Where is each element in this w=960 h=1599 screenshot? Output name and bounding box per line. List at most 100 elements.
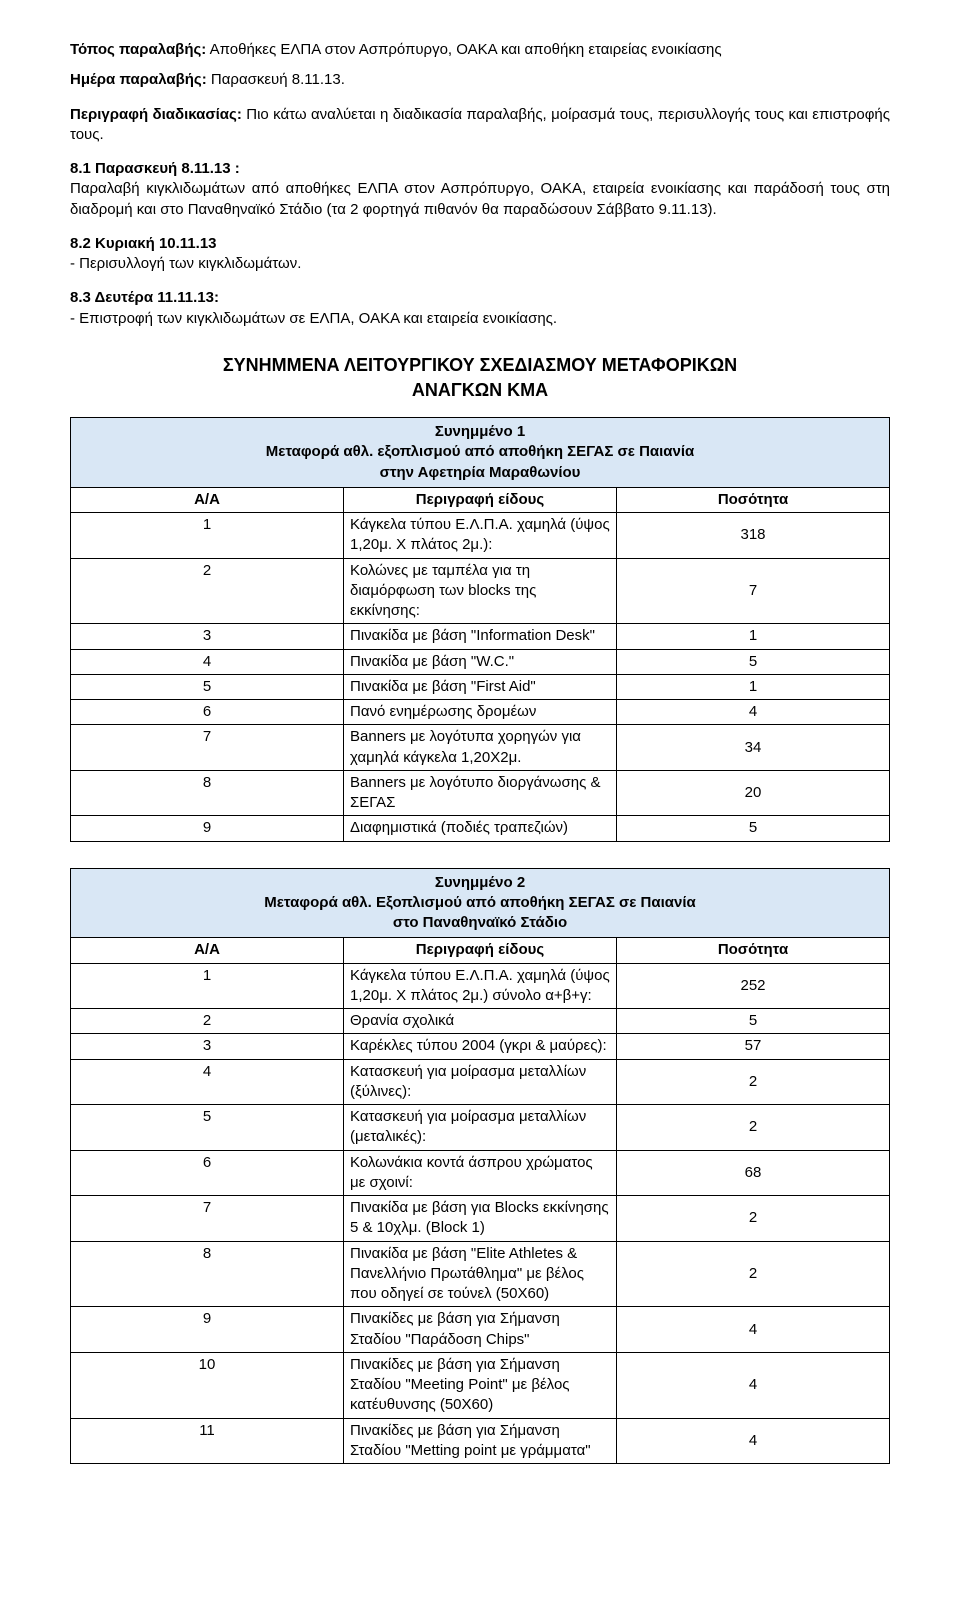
col-qty: Ποσότητα (617, 938, 890, 963)
section-title-line1: ΣΥΝΗΜΜΕΝΑ ΛΕΙΤΟΥΡΓΙΚΟΥ ΣΧΕΔΙΑΣΜΟΥ ΜΕΤΑΦΟ… (223, 355, 737, 375)
row-quantity: 20 (617, 770, 890, 816)
row-description: Κολωνάκια κοντά άσπρου χρώματος με σχοιν… (344, 1150, 617, 1196)
receipt-place-label: Τόπος παραλαβής: (70, 41, 206, 58)
s81-body: Παραλαβή κιγκλιδωμάτων από αποθήκες ΕΛΠΑ… (70, 179, 890, 220)
row-description: Θρανία σχολικά (344, 1009, 617, 1034)
row-number: 2 (71, 558, 344, 624)
s83-heading: 8.3 Δευτέρα 11.11.13: (70, 288, 890, 308)
section-title: ΣΥΝΗΜΜΕΝΑ ΛΕΙΤΟΥΡΓΙΚΟΥ ΣΧΕΔΙΑΣΜΟΥ ΜΕΤΑΦΟ… (70, 353, 890, 403)
table2-column-header: Α/Α Περιγραφή είδους Ποσότητα (71, 938, 890, 963)
row-description: Πινακίδα με βάση για Blocks εκκίνησης 5 … (344, 1196, 617, 1242)
table-row: 4Πινακίδα με βάση "W.C."5 (71, 649, 890, 674)
row-description: Κολώνες με ταμπέλα για τη διαμόρφωση των… (344, 558, 617, 624)
row-quantity: 34 (617, 725, 890, 771)
row-quantity: 5 (617, 1009, 890, 1034)
row-quantity: 4 (617, 1352, 890, 1418)
col-desc: Περιγραφή είδους (344, 938, 617, 963)
col-desc: Περιγραφή είδους (344, 487, 617, 512)
row-description: Πινακίδα με βάση "W.C." (344, 649, 617, 674)
table-row: 1Κάγκελα τύπου Ε.Λ.Π.Α. χαμηλά (ύψος 1,2… (71, 513, 890, 559)
table1-band-line1: Συνημμένο 1 (435, 423, 525, 440)
table-row: 7Πινακίδα με βάση για Blocks εκκίνησης 5… (71, 1196, 890, 1242)
row-number: 8 (71, 1241, 344, 1307)
s81-heading: 8.1 Παρασκευή 8.11.13 : (70, 159, 890, 179)
table-row: 8Πινακίδα με βάση "Elite Athletes & Πανε… (71, 1241, 890, 1307)
row-number: 6 (71, 1150, 344, 1196)
table-row: 6Κολωνάκια κοντά άσπρου χρώματος με σχοι… (71, 1150, 890, 1196)
row-quantity: 4 (617, 700, 890, 725)
row-quantity: 4 (617, 1307, 890, 1353)
receipt-place-para: Τόπος παραλαβής: Αποθήκες ΕΛΠΑ στον Ασπρ… (70, 40, 890, 60)
row-number: 7 (71, 725, 344, 771)
row-quantity: 2 (617, 1105, 890, 1151)
table2-band-line2: Μεταφορά αθλ. Εξοπλισμού από αποθήκη ΣΕΓ… (264, 894, 695, 911)
receipt-place-text: Αποθήκες ΕΛΠΑ στον Ασπρόπυργο, ΟΑΚΑ και … (206, 41, 721, 58)
procedure-label: Περιγραφή διαδικασίας: (70, 106, 242, 123)
row-number: 3 (71, 624, 344, 649)
row-quantity: 7 (617, 558, 890, 624)
row-number: 11 (71, 1418, 344, 1464)
row-quantity: 2 (617, 1196, 890, 1242)
row-description: Κάγκελα τύπου Ε.Λ.Π.Α. χαμηλά (ύψος 1,20… (344, 963, 617, 1009)
col-qty: Ποσότητα (617, 487, 890, 512)
col-aa: Α/Α (71, 487, 344, 512)
row-quantity: 2 (617, 1059, 890, 1105)
row-description: Πανό ενημέρωσης δρομέων (344, 700, 617, 725)
s82-body: - Περισυλλογή των κιγκλιδωμάτων. (70, 254, 890, 274)
row-number: 8 (71, 770, 344, 816)
s82-heading: 8.2 Κυριακή 10.11.13 (70, 234, 890, 254)
row-quantity: 1 (617, 624, 890, 649)
table-row: 4Κατασκευή για μοίρασμα μεταλλίων (ξύλιν… (71, 1059, 890, 1105)
row-quantity: 1 (617, 674, 890, 699)
row-quantity: 318 (617, 513, 890, 559)
table-row: 5Κατασκευή για μοίρασμα μεταλλίων (μεταλ… (71, 1105, 890, 1151)
row-number: 7 (71, 1196, 344, 1242)
table1-band: Συνημμένο 1 Μεταφορά αθλ. εξοπλισμού από… (71, 418, 890, 488)
row-description: Πινακίδες με βάση για Σήμανση Σταδίου "Π… (344, 1307, 617, 1353)
row-number: 1 (71, 513, 344, 559)
row-description: Κάγκελα τύπου Ε.Λ.Π.Α. χαμηλά (ύψος 1,20… (344, 513, 617, 559)
table2-band-line3: στο Παναθηναϊκό Στάδιο (393, 914, 567, 931)
table-row: 6Πανό ενημέρωσης δρομέων4 (71, 700, 890, 725)
row-number: 5 (71, 1105, 344, 1151)
attachment-table-1: Συνημμένο 1 Μεταφορά αθλ. εξοπλισμού από… (70, 417, 890, 842)
receipt-day-label: Ημέρα παραλαβής: (70, 71, 207, 88)
row-description: Πινακίδα με βάση "First Aid" (344, 674, 617, 699)
table-row: 9Διαφημιστικά (ποδιές τραπεζιών)5 (71, 816, 890, 841)
row-quantity: 57 (617, 1034, 890, 1059)
row-description: Κατασκευή για μοίρασμα μεταλλίων (ξύλινε… (344, 1059, 617, 1105)
row-number: 4 (71, 1059, 344, 1105)
procedure-para: Περιγραφή διαδικασίας: Πιο κάτω αναλύετα… (70, 105, 890, 146)
table-row: 2Κολώνες με ταμπέλα για τη διαμόρφωση τω… (71, 558, 890, 624)
table2-band-line1: Συνημμένο 2 (435, 874, 525, 891)
row-description: Κατασκευή για μοίρασμα μεταλλίων (μεταλι… (344, 1105, 617, 1151)
table-row: 11Πινακίδες με βάση για Σήμανση Σταδίου … (71, 1418, 890, 1464)
row-quantity: 4 (617, 1418, 890, 1464)
section-title-line2: ΑΝΑΓΚΩΝ ΚΜΑ (412, 380, 548, 400)
col-aa: Α/Α (71, 938, 344, 963)
row-quantity: 5 (617, 816, 890, 841)
row-number: 6 (71, 700, 344, 725)
document-page: Τόπος παραλαβής: Αποθήκες ΕΛΠΑ στον Ασπρ… (0, 0, 960, 1530)
row-description: Πινακίδα με βάση "Elite Athletes & Πανελ… (344, 1241, 617, 1307)
table-row: 2Θρανία σχολικά5 (71, 1009, 890, 1034)
row-quantity: 2 (617, 1241, 890, 1307)
row-description: Καρέκλες τύπου 2004 (γκρι & μαύρες): (344, 1034, 617, 1059)
attachment-table-2: Συνημμένο 2 Μεταφορά αθλ. Εξοπλισμού από… (70, 868, 890, 1465)
row-quantity: 68 (617, 1150, 890, 1196)
table1-band-line3: στην Αφετηρία Μαραθωνίου (380, 464, 581, 481)
table-row: 7Banners με λογότυπα χορηγών για χαμηλά … (71, 725, 890, 771)
table-row: 10Πινακίδες με βάση για Σήμανση Σταδίου … (71, 1352, 890, 1418)
table-row: 9Πινακίδες με βάση για Σήμανση Σταδίου "… (71, 1307, 890, 1353)
table-row: 5Πινακίδα με βάση "First Aid"1 (71, 674, 890, 699)
table-row: 3Πινακίδα με βάση "Information Desk"1 (71, 624, 890, 649)
s83-body: - Επιστροφή των κιγκλιδωμάτων σε ΕΛΠΑ, Ο… (70, 309, 890, 329)
row-description: Banners με λογότυπο διοργάνωσης & ΣΕΓΑΣ (344, 770, 617, 816)
table-row: 1Κάγκελα τύπου Ε.Λ.Π.Α. χαμηλά (ύψος 1,2… (71, 963, 890, 1009)
row-description: Πινακίδες με βάση για Σήμανση Σταδίου "M… (344, 1418, 617, 1464)
row-number: 9 (71, 816, 344, 841)
row-description: Πινακίδα με βάση "Information Desk" (344, 624, 617, 649)
row-number: 10 (71, 1352, 344, 1418)
row-number: 9 (71, 1307, 344, 1353)
row-number: 5 (71, 674, 344, 699)
